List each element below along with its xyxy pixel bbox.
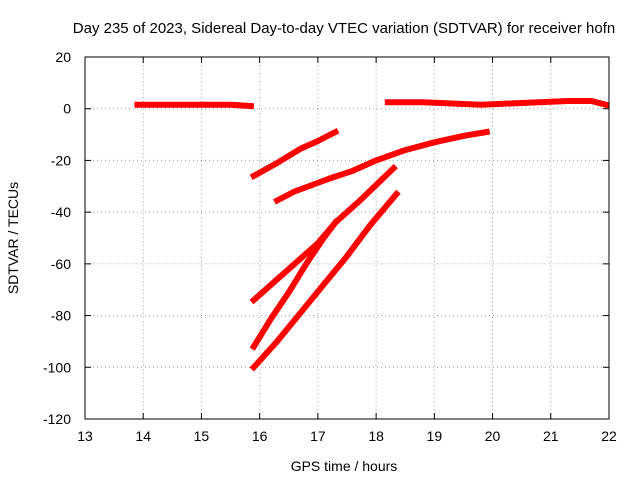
series-line-1 — [134, 101, 255, 110]
series-line-2 — [384, 98, 610, 109]
x-tick-label: 22 — [601, 428, 617, 444]
y-tick-label: -120 — [43, 411, 71, 427]
grid — [85, 57, 609, 419]
x-tick-label: 14 — [135, 428, 151, 444]
x-tick-label: 20 — [485, 428, 501, 444]
y-tick-label: -100 — [43, 359, 71, 375]
y-axis-label: SDTVAR / TECUs — [5, 182, 21, 294]
series-line-3 — [249, 127, 340, 180]
x-tick-label: 21 — [543, 428, 559, 444]
y-tick-label: -80 — [51, 308, 71, 324]
series-line-6 — [249, 218, 340, 351]
y-tick-label: -20 — [51, 152, 71, 168]
x-tick-label: 17 — [310, 428, 326, 444]
x-tick-label: 13 — [77, 428, 93, 444]
chart-title: Day 235 of 2023, Sidereal Day-to-day VTE… — [73, 20, 615, 37]
x-tick-label: 15 — [194, 428, 210, 444]
x-tick-label: 16 — [252, 428, 268, 444]
series-line-7 — [249, 189, 401, 372]
series-group — [134, 98, 610, 372]
ticks: 13 14 15 16 17 18 19 20 21 22 20 0 -20 -40 -60 -80 -100 -… — [43, 49, 617, 444]
y-tick-label: -40 — [51, 204, 71, 220]
y-tick-label: 20 — [55, 49, 71, 65]
y-tick-label: 0 — [63, 101, 71, 117]
y-tick-label: -60 — [51, 256, 71, 272]
x-tick-label: 19 — [427, 428, 443, 444]
plot-frame — [84, 56, 610, 420]
x-axis-label: GPS time / hours — [291, 458, 398, 474]
x-tick-label: 18 — [368, 428, 384, 444]
series-line-4 — [273, 128, 491, 205]
